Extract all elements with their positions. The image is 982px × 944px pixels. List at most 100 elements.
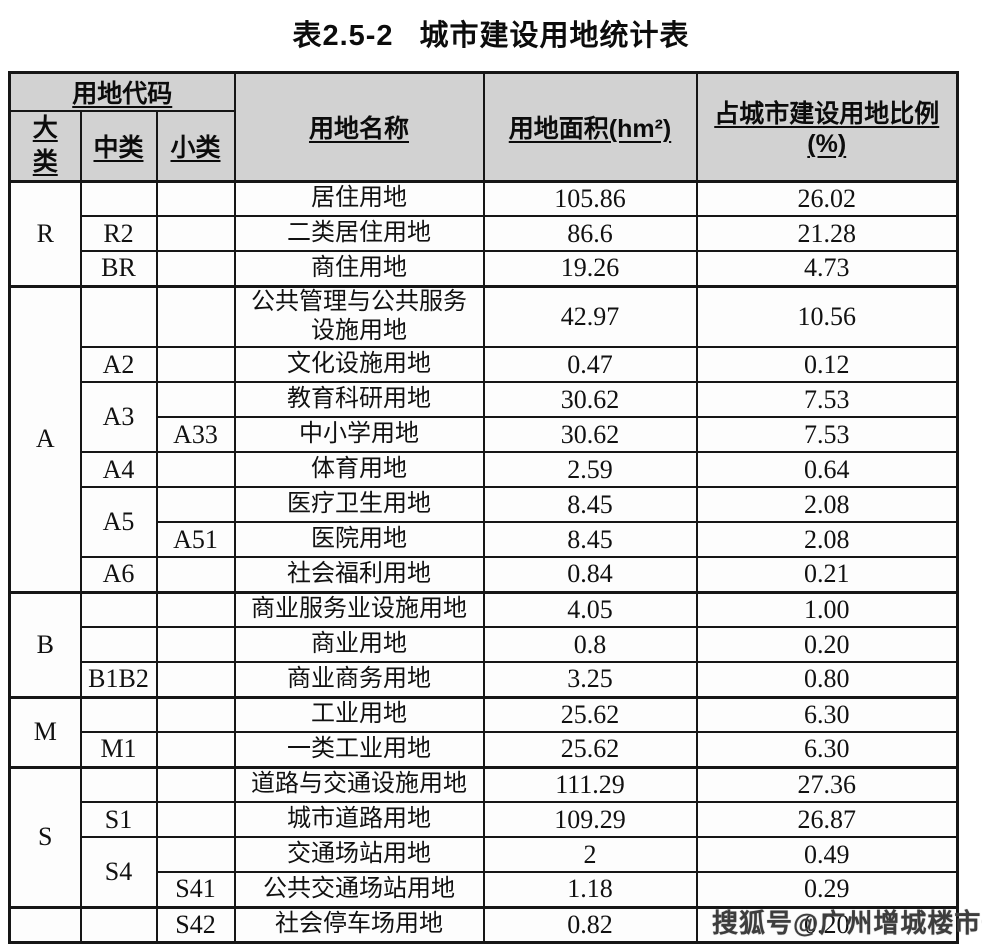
cell-land-name: 体育用地 xyxy=(233,451,485,489)
cell-area: 2 xyxy=(482,836,698,874)
cell-ratio: 10.56 xyxy=(695,284,959,349)
cell-land-name: 社会停车场用地 xyxy=(233,905,485,944)
cell-ratio: 2.08 xyxy=(695,486,959,524)
table-row: A2 文化设施用地 0.47 0.12 xyxy=(10,346,959,384)
cell-land-name: 道路与交通设施用地 xyxy=(233,765,485,804)
cell-ratio: 26.02 xyxy=(695,179,959,217)
cell-land-name: 一类工业用地 xyxy=(233,731,485,769)
table-number-label: 表2.5-2 xyxy=(292,20,394,52)
table-row: R2 二类居住用地 86.6 21.28 xyxy=(10,215,959,252)
cell-middle-class xyxy=(79,765,158,804)
cell-land-name: 商业商务用地 xyxy=(233,661,485,699)
cell-ratio: 21.28 xyxy=(695,215,959,252)
cell-minor-class xyxy=(155,284,236,349)
cell-minor-class xyxy=(155,626,236,664)
cell-area: 105.86 xyxy=(482,179,698,217)
cell-ratio: 27.36 xyxy=(695,765,959,804)
cell-ratio: 0.64 xyxy=(695,451,959,489)
table-row: A4 体育用地 2.59 0.64 xyxy=(10,451,959,489)
cell-land-name: 工业用地 xyxy=(233,695,485,734)
cell-ratio: 26.87 xyxy=(695,801,959,839)
cell-ratio: 0.49 xyxy=(695,836,959,874)
header-minor-class: 小类 xyxy=(155,110,236,183)
cell-land-name: 教育科研用地 xyxy=(233,381,485,419)
cell-area: 19.26 xyxy=(482,250,698,287)
cell-area: 30.62 xyxy=(482,381,698,419)
table-row: B 商业服务业设施用地 4.05 1.00 xyxy=(8,590,959,699)
cell-minor-class xyxy=(155,695,236,734)
cell-land-name: 交通场站用地 xyxy=(233,836,485,874)
table-row: A3 教育科研用地 30.62 7.53 xyxy=(10,381,959,454)
cell-area: 30.62 xyxy=(482,416,698,454)
cell-middle-class: A3 xyxy=(79,381,158,454)
header-row-2: 大类 中类 小类 xyxy=(8,110,958,183)
cell-major-class: B xyxy=(8,590,82,699)
cell-area: 2.59 xyxy=(482,451,698,489)
cell-ratio: 7.53 xyxy=(695,381,959,419)
watermark-text: 搜狐号@广州增城楼市一哥 xyxy=(712,908,982,938)
cell-ratio: 0.12 xyxy=(695,346,959,384)
cell-minor-class xyxy=(155,801,236,839)
cell-middle-class xyxy=(79,179,158,217)
cell-area: 111.29 xyxy=(482,765,698,804)
cell-land-name: 中小学用地 xyxy=(233,416,485,454)
cell-ratio: 0.21 xyxy=(695,556,959,594)
cell-ratio: 2.08 xyxy=(695,521,959,559)
cell-minor-class xyxy=(155,250,236,287)
cell-middle-class xyxy=(79,905,158,944)
cell-middle-class: R2 xyxy=(79,215,158,252)
cell-land-name: 商住用地 xyxy=(233,250,485,287)
cell-area: 8.45 xyxy=(482,486,698,524)
cell-minor-class xyxy=(155,590,236,629)
cell-minor-class xyxy=(155,661,236,699)
cell-land-name: 文化设施用地 xyxy=(233,346,485,384)
cell-area: 0.84 xyxy=(482,556,698,594)
table-row: BR 商住用地 19.26 4.73 xyxy=(10,250,959,287)
cell-middle-class: A2 xyxy=(79,346,158,384)
cell-middle-class xyxy=(79,590,158,629)
cell-ratio: 0.80 xyxy=(695,661,959,699)
cell-major-class: S xyxy=(8,765,82,909)
cell-minor-class xyxy=(155,381,236,419)
table-row: A33 中小学用地 30.62 7.53 xyxy=(10,416,959,454)
cell-area: 8.45 xyxy=(482,521,698,559)
land-use-statistics-table: 用地代码 用地名称 用地面积(hm²) 占城市建设用地比例(%) 大类 中类 小… xyxy=(8,71,959,944)
table-title-text: 城市建设用地统计表 xyxy=(419,20,690,52)
cell-ratio: 1.00 xyxy=(695,590,959,629)
cell-minor-class xyxy=(155,731,236,769)
cell-middle-class: A5 xyxy=(79,486,158,559)
table-row: M1 一类工业用地 25.62 6.30 xyxy=(10,731,959,769)
page-title: 表2.5-2 城市建设用地统计表 xyxy=(0,12,982,54)
cell-land-name: 二类居住用地 xyxy=(233,215,485,252)
cell-area: 4.05 xyxy=(482,590,698,629)
cell-minor-class xyxy=(155,836,236,874)
cell-minor-class xyxy=(155,556,236,594)
cell-middle-class: A4 xyxy=(79,451,158,489)
cell-middle-class xyxy=(79,695,158,734)
table-row: 商业用地 0.8 0.20 xyxy=(10,626,959,664)
cell-area: 86.6 xyxy=(482,215,698,252)
cell-land-name: 公共交通场站用地 xyxy=(233,871,485,909)
table-row: S42 社会停车场用地 0.82 0.20 xyxy=(8,905,959,944)
cell-middle-class xyxy=(79,284,158,349)
cell-minor-class xyxy=(155,486,236,524)
cell-land-name: 城市道路用地 xyxy=(233,801,485,839)
table-row: A6 社会福利用地 0.84 0.21 xyxy=(10,556,959,594)
cell-minor-class xyxy=(155,179,236,217)
cell-land-name: 医院用地 xyxy=(233,521,485,559)
header-row-1: 用地代码 用地名称 用地面积(hm²) 占城市建设用地比例(%) xyxy=(8,71,959,182)
table-row: B1B2 商业商务用地 3.25 0.80 xyxy=(10,661,959,699)
header-major-class: 大类 xyxy=(8,110,82,183)
header-middle-class: 中类 xyxy=(79,110,158,183)
header-land-area: 用地面积(hm²) xyxy=(482,71,698,182)
cell-middle-class: S1 xyxy=(79,801,158,839)
cell-land-name: 社会福利用地 xyxy=(233,556,485,594)
cell-minor-class: S41 xyxy=(155,871,236,909)
cell-ratio: 6.30 xyxy=(695,731,959,769)
cell-ratio: 6.30 xyxy=(695,695,959,734)
header-land-name: 用地名称 xyxy=(233,71,485,182)
cell-land-name: 居住用地 xyxy=(233,179,485,217)
cell-ratio: 0.20 xyxy=(695,626,959,664)
cell-area: 42.97 xyxy=(482,284,698,349)
cell-major-class: R xyxy=(8,179,82,287)
